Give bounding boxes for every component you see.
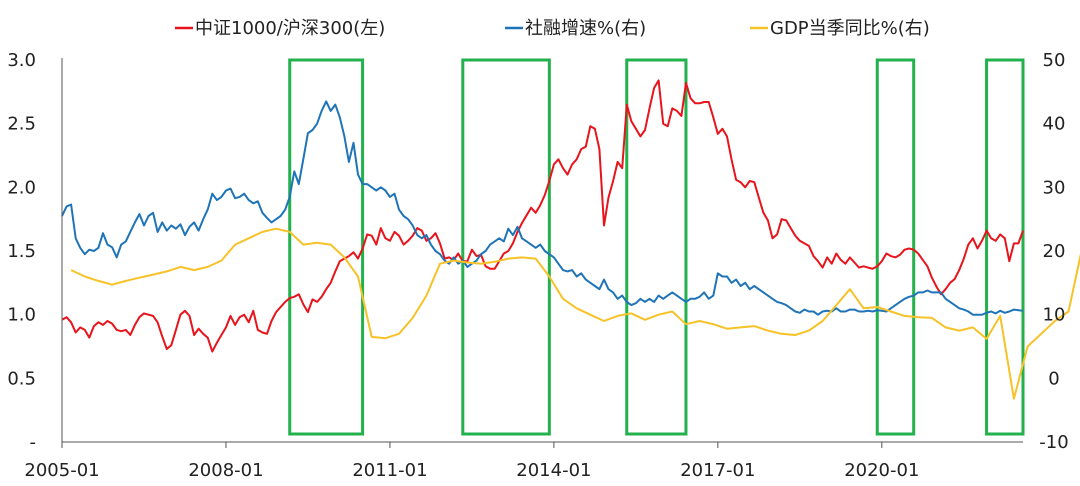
y-right-tick-label: 50 [1043,50,1066,71]
x-tick-label: 2014-01 [516,460,591,481]
y-left-tick-label: 2.5 [7,114,36,135]
y-left-tick-label: 1.5 [7,241,36,262]
y-right-tick-label: -10 [1039,432,1068,453]
y-right-tick-label: 20 [1043,241,1066,262]
highlight-box-1 [288,58,365,436]
legend-label-2: 社融增速%(右) [525,18,646,39]
legend-label-1: 中证1000/沪深300(左) [195,18,385,39]
series-line-2 [61,100,1024,316]
y-left-tick-label: - [30,432,37,453]
y-left-tick-label: 2.0 [7,177,36,198]
x-tick-label: 2011-01 [352,460,427,481]
highlight-box-2 [461,58,551,436]
y-right-tick-label: 30 [1043,177,1066,198]
y-left-tick-label: 1.0 [7,305,36,326]
x-tick-label: 2005-01 [24,460,99,481]
x-tick-label: 2008-01 [188,460,263,481]
legend-label-3: GDP当季同比%(右) [770,18,930,39]
y-right-tick-label: 0 [1048,368,1059,389]
legend: 中证1000/沪深300(左) 社融增速%(右) GDP当季同比%(右) [175,18,930,39]
highlight-box-4 [875,58,916,436]
highlight-box-3 [625,58,688,436]
series-line-1 [61,79,1024,353]
highlight-box-5 [985,58,1025,436]
y-right-tick-label: 40 [1043,114,1066,135]
x-tick-label: 2020-01 [844,460,919,481]
x-tick-label: 2017-01 [680,460,755,481]
axes: - 0.5 1.0 1.5 2.0 2.5 3.0 -10 0 10 20 30 40 50 2005-01… [7,50,1068,481]
series-lines [61,79,1080,400]
highlight-boxes [288,58,1025,436]
y-right-tick-label: 10 [1043,305,1066,326]
y-left-tick-label: 0.5 [7,368,36,389]
series-line-3 [70,227,1080,400]
y-left-tick-label: 3.0 [7,50,36,71]
